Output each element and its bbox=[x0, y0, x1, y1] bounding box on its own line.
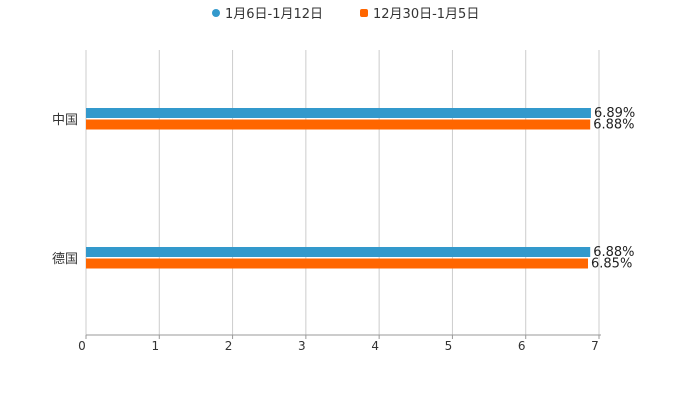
data-label: 6.88% bbox=[593, 245, 634, 260]
bar bbox=[86, 108, 591, 118]
bar bbox=[86, 258, 589, 269]
legend-marker bbox=[360, 9, 368, 17]
category-label: 中国 bbox=[52, 113, 78, 128]
x-tick-label: 6 bbox=[518, 339, 526, 353]
x-tick-label: 5 bbox=[445, 339, 453, 353]
x-tick-label: 1 bbox=[151, 339, 159, 353]
data-label: 6.88% bbox=[593, 118, 634, 133]
legend-label: 1月6日-1月12日 bbox=[225, 7, 323, 22]
category-label: 德国 bbox=[52, 252, 78, 267]
x-tick-label: 4 bbox=[371, 339, 379, 353]
data-label: 6.85% bbox=[591, 257, 632, 272]
bar bbox=[86, 119, 591, 130]
x-tick-label: 2 bbox=[225, 339, 233, 353]
legend-label: 12月30日-1月5日 bbox=[373, 7, 479, 22]
bar bbox=[86, 247, 591, 257]
data-label: 6.89% bbox=[594, 106, 635, 121]
x-tick-label: 3 bbox=[298, 339, 306, 353]
legend-marker bbox=[212, 9, 220, 17]
x-tick-label: 0 bbox=[78, 339, 86, 353]
x-tick-label: 7 bbox=[591, 339, 599, 353]
